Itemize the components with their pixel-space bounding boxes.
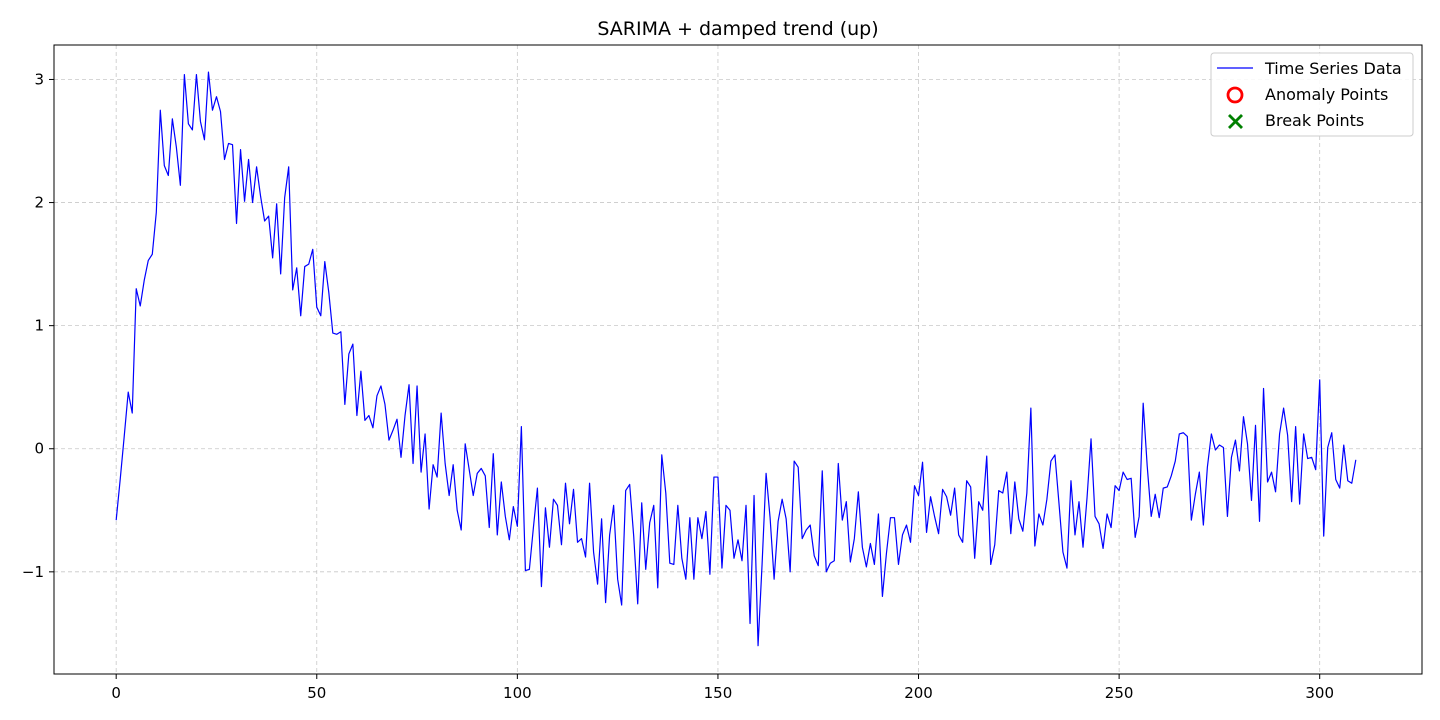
x-tick-label: 50: [307, 684, 326, 702]
y-tick-label: 0: [34, 440, 44, 458]
series-line-time-series-data: [115, 71, 1357, 647]
y-tick-label: −1: [22, 563, 44, 581]
x-tick-label: 250: [1105, 684, 1134, 702]
legend-label-anomaly: Anomaly Points: [1265, 85, 1388, 104]
x-axis: 0 50 100 150 200 250 300: [111, 674, 1334, 702]
legend-label-break: Break Points: [1265, 111, 1364, 130]
y-tick-label: 1: [34, 317, 44, 335]
x-tick-label: 100: [503, 684, 532, 702]
x-tick-label: 0: [111, 684, 121, 702]
legend-break-marker-icon: [1228, 114, 1243, 129]
legend-anomaly-marker-icon: [1226, 86, 1244, 104]
plot-frame: [53, 44, 1423, 675]
legend-box: [1210, 52, 1414, 137]
legend-label-series: Time Series Data: [1264, 59, 1402, 78]
y-axis: −1 0 1 2 3: [22, 70, 54, 581]
x-tick-label: 150: [704, 684, 733, 702]
x-tick-label: 300: [1305, 684, 1334, 702]
legend: Time Series Data Anomaly Points Break Po…: [1210, 52, 1414, 137]
series-layer: [115, 71, 1357, 647]
y-tick-label: 2: [34, 194, 44, 212]
y-tick-label: 3: [34, 70, 44, 88]
x-tick-label: 200: [904, 684, 933, 702]
chart-title: SARIMA + damped trend (up): [597, 18, 878, 40]
grid: [54, 45, 1422, 674]
